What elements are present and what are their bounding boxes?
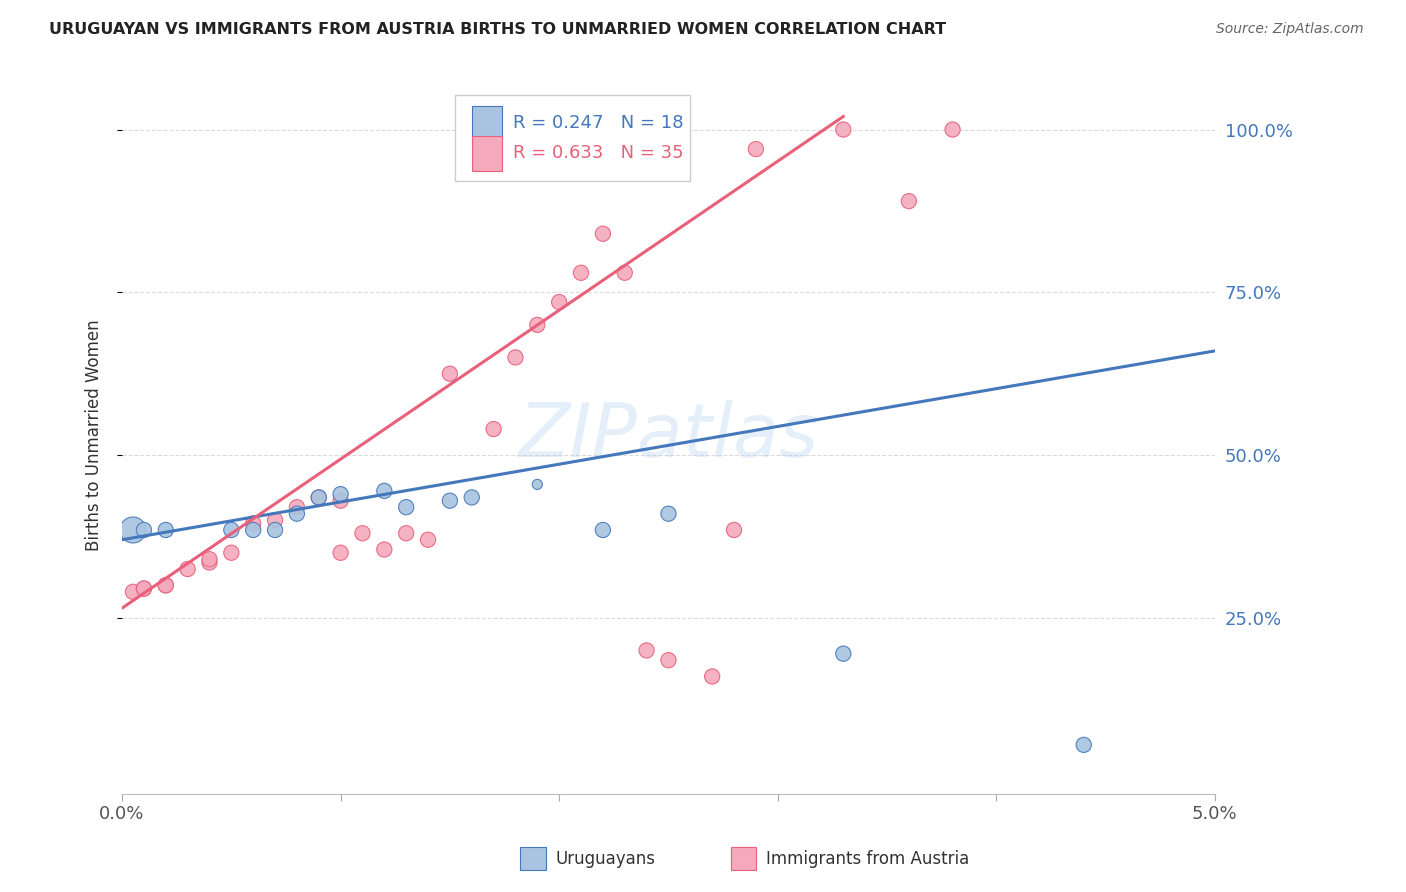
Point [439, 367, 461, 381]
Point [745, 142, 768, 156]
Text: R = 0.633   N = 35: R = 0.633 N = 35 [513, 145, 683, 162]
Point [482, 422, 505, 436]
Point [395, 526, 418, 541]
Point [723, 523, 745, 537]
Point [132, 582, 155, 596]
Point [132, 523, 155, 537]
Point [636, 643, 658, 657]
Point [308, 491, 330, 505]
Point [155, 578, 177, 592]
Point [505, 351, 527, 365]
Point [592, 523, 614, 537]
Point [416, 533, 439, 547]
Text: Immigrants from Austria: Immigrants from Austria [766, 849, 970, 868]
Text: Uruguayans: Uruguayans [555, 849, 655, 868]
Point [569, 266, 592, 280]
Point [352, 526, 374, 541]
Point [122, 584, 145, 599]
Point [264, 523, 287, 537]
Point [221, 523, 243, 537]
Point [832, 122, 855, 136]
Point [526, 477, 548, 491]
Point [942, 122, 965, 136]
Point [122, 523, 145, 537]
Point [1073, 738, 1095, 752]
Point [198, 552, 221, 566]
Point [155, 578, 177, 592]
Point [702, 669, 724, 683]
Point [373, 483, 395, 498]
Point [221, 546, 243, 560]
Point [461, 491, 484, 505]
Bar [456, 95, 690, 181]
Point [329, 487, 352, 501]
Point [155, 523, 177, 537]
Bar [472, 136, 502, 170]
Text: ZIPatlas: ZIPatlas [519, 400, 818, 472]
Point [329, 546, 352, 560]
Point [526, 318, 548, 332]
Text: URUGUAYAN VS IMMIGRANTS FROM AUSTRIA BIRTHS TO UNMARRIED WOMEN CORRELATION CHART: URUGUAYAN VS IMMIGRANTS FROM AUSTRIA BIR… [49, 22, 946, 37]
Point [373, 542, 395, 557]
Point [832, 647, 855, 661]
Point [285, 500, 308, 515]
Point [657, 653, 679, 667]
Point [264, 513, 287, 527]
Point [548, 295, 571, 310]
Point [329, 493, 352, 508]
Y-axis label: Births to Unmarried Women: Births to Unmarried Women [86, 319, 103, 551]
Point [439, 493, 461, 508]
Point [198, 556, 221, 570]
Point [132, 582, 155, 596]
Text: R = 0.247   N = 18: R = 0.247 N = 18 [513, 114, 683, 132]
Point [176, 562, 198, 576]
Text: Source: ZipAtlas.com: Source: ZipAtlas.com [1216, 22, 1364, 37]
Point [657, 507, 679, 521]
Point [242, 523, 264, 537]
Point [592, 227, 614, 241]
Point [242, 516, 264, 531]
Bar [472, 106, 502, 140]
Point [285, 507, 308, 521]
Point [613, 266, 636, 280]
Point [308, 491, 330, 505]
Point [897, 194, 920, 209]
Point [395, 500, 418, 515]
